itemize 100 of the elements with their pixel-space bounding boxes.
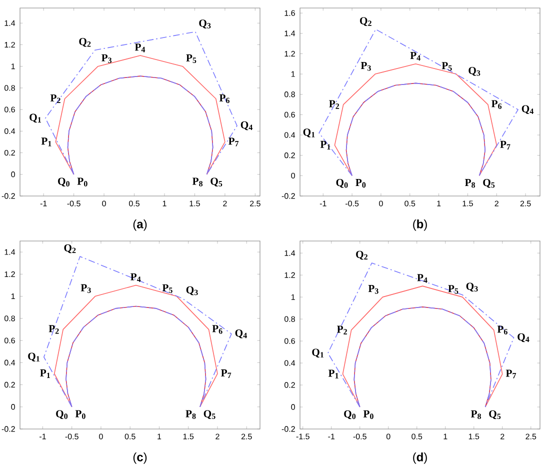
y-tick-label: -0.2 [282,426,295,432]
annotation: P$_{3}$ [102,54,112,64]
annotation: P$_{5}$ [186,54,196,64]
annotation: Q$_{0}$ [56,410,68,420]
annotation: P$_{8}$ [470,410,482,420]
y-tick-label: 0.2 [4,150,15,156]
annotation: P$_{8}$ [192,178,203,186]
y-tick-label: 0.2 [284,382,295,388]
x-tick-label: -0.5 [65,434,78,440]
annotation: P$_{5}$ [162,284,172,293]
x-tick-label: 2.5 [520,200,531,206]
y-tick-label: -0.2 [282,193,295,199]
annotation: P$_{6}$ [219,94,230,104]
annotation: P$_{3}$ [360,62,371,71]
y-tick-label: 1.2 [284,50,295,57]
y-tick-label: 1.4 [4,249,16,255]
annotation: Q$_{3}$ [466,282,478,292]
annotation: Q$_{5}$ [204,410,216,420]
x-tick-label: 0 [99,434,103,440]
annotation: P$_{7}$ [506,370,516,378]
y-tick-label: 1.4 [284,30,296,36]
annotation: Q$_{3}$ [468,67,480,76]
annotation: P$_{0}$ [77,178,88,186]
x-tick-label: 0.5 [124,434,136,440]
y-tick-label: 1 [11,64,15,70]
x-tick-label: 1 [158,434,162,440]
x-tick-label: 1.5 [468,434,480,440]
annotation: Q$_{4}$ [235,329,247,338]
annotation: Q$_{4}$ [522,105,534,114]
x-tick-label: 1 [437,200,441,206]
x-tick-label: -0.5 [353,434,366,440]
y-tick-label: 0.4 [4,128,16,134]
y-tick-label: 0.6 [284,338,295,344]
annotation: Q$_{0}$ [336,178,348,188]
annotation: P$_{0}$ [75,410,86,419]
x-tick-label: 0.5 [129,200,140,206]
annotation: P$_{1}$ [40,369,50,378]
y-tick-label: 0.6 [4,106,15,112]
annotation: P$_{1}$ [41,138,52,146]
y-tick-label: 1.6 [284,10,295,16]
x-tick-label: 2 [216,434,220,440]
annotation: P$_{6}$ [497,326,508,334]
y-tick-label: 0.8 [284,92,295,98]
annotation: Q$_{1}$ [30,114,41,123]
annotation: P$_{4}$ [134,44,146,52]
annotation: Q$_{4}$ [518,333,530,342]
x-tick-label: 2 [500,434,504,440]
x-tick-label: -1 [40,434,46,440]
annotation: P$_{4}$ [410,52,420,61]
annotation: P$_{1}$ [320,140,330,150]
x-tick-label: 1 [444,434,448,440]
annotation: P$_{7}$ [228,138,239,146]
annotation: P$_{5}$ [448,285,458,294]
y-tick-label: 0 [291,172,295,179]
annotation: Q$_{2}$ [360,17,372,26]
x-axis-title: (a) [133,220,147,231]
annotation: Q$_{1}$ [303,128,315,138]
x-tick-label: 0 [379,200,383,206]
annotation: Q$_{5}$ [483,178,495,188]
annotation: P$_{0}$ [363,410,374,420]
y-tick-label: 0.6 [284,112,295,118]
y-tick-label: 0.4 [4,360,16,366]
annotation: Q$_{0}$ [58,178,70,187]
annotation: P$_{7}$ [221,369,232,378]
y-tick-label: 0.2 [284,152,295,158]
y-tick-label: 0.8 [284,316,295,322]
x-tick-label: 0 [386,434,390,440]
annotation: Q$_{5}$ [210,178,222,187]
y-tick-label: 1 [291,294,295,300]
x-tick-label: -0.5 [67,200,80,206]
annotation: P$_{6}$ [491,100,502,109]
annotation: Q$_{1}$ [28,352,40,362]
annotation: Q$_{4}$ [240,121,253,130]
x-tick-label: 1.5 [190,200,200,206]
x-tick-label: -1.5 [296,434,310,440]
y-tick-label: 0.4 [284,360,296,366]
annotation: Q$_{3}$ [199,20,211,28]
annotation: P$_{0}$ [356,179,366,188]
x-axis-title: (d) [413,452,427,464]
annotation: P$_{4}$ [130,273,141,282]
annotation: P$_{2}$ [48,325,59,334]
x-axis-title: (c) [133,452,147,464]
annotation: P$_{4}$ [417,274,428,283]
y-tick-label: 1.2 [284,272,295,278]
annotation: Q$_{2}$ [64,244,76,254]
y-tick-label: 1.2 [4,42,15,48]
y-tick-label: 1 [11,294,15,300]
x-tick-label: 2 [223,200,227,206]
annotation: P$_{1}$ [328,370,338,378]
y-tick-label: 1.2 [4,271,15,277]
x-tick-label: 2 [494,200,498,206]
x-tick-label: -1 [328,434,335,440]
annotation: Q$_{2}$ [79,38,91,47]
y-tick-label: 0 [11,172,15,178]
x-tick-label: -1 [40,200,47,206]
x-tick-label: 0.5 [412,434,422,440]
annotation: P$_{2}$ [329,100,340,109]
x-tick-label: -1 [320,200,326,206]
x-axis-title: (b) [413,220,427,231]
x-tick-label: 0 [102,200,106,206]
